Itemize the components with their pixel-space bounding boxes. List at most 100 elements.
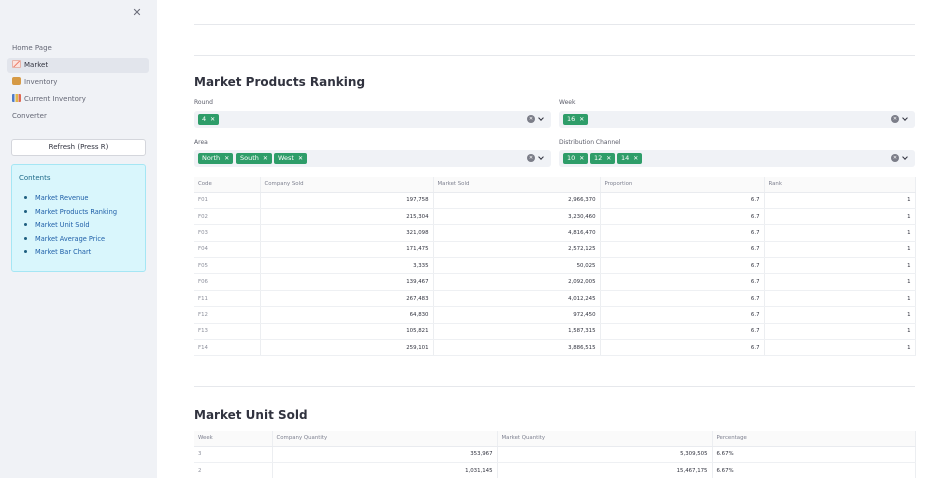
cell-market-sold: 1,587,315 xyxy=(433,323,601,341)
table-row[interactable]: F01 197,758 2,966,370 6.7 1 xyxy=(194,192,916,209)
sidebar-item-current-inventory[interactable]: Current Inventory xyxy=(7,92,149,107)
area-multiselect[interactable]: North ✕ South ✕ West ✕ ✕ xyxy=(194,150,551,167)
chip-label: 10 xyxy=(567,154,576,162)
table-row[interactable]: 2 1,031,145 15,467,175 6.67% xyxy=(194,462,916,478)
contents-title: Contents xyxy=(19,174,51,182)
table-row[interactable]: F04 171,475 2,572,125 6.7 1 xyxy=(194,241,916,259)
chip-channel-10[interactable]: 10 ✕ xyxy=(563,153,589,164)
cell-market-sold: 2,092,005 xyxy=(433,273,601,291)
cell-proportion: 6.7 xyxy=(600,224,765,242)
sidebar-item-market[interactable]: Market xyxy=(7,58,149,73)
cell-company-quantity: 1,031,145 xyxy=(272,462,498,478)
table-row[interactable]: F13 105,821 1,587,315 6.7 1 xyxy=(194,323,916,341)
clear-icon[interactable]: ✕ xyxy=(891,154,899,162)
clear-icon[interactable]: ✕ xyxy=(527,115,535,123)
column-header-percentage[interactable]: Percentage xyxy=(712,431,916,447)
cell-rank: 1 xyxy=(764,192,916,209)
sidebar-item-inventory[interactable]: Inventory xyxy=(7,75,149,90)
cell-market-sold: 50,025 xyxy=(433,257,601,275)
cell-company-sold: 321,098 xyxy=(260,224,434,242)
cell-market-sold: 3,230,460 xyxy=(433,208,601,226)
chevron-down-icon[interactable] xyxy=(538,115,546,124)
cell-market-sold: 2,572,125 xyxy=(433,241,601,259)
contents-link-market-average-price[interactable]: Market Average Price xyxy=(19,233,138,247)
cell-company-sold: 215,304 xyxy=(260,208,434,226)
remove-chip-icon[interactable]: ✕ xyxy=(606,155,612,162)
remove-chip-icon[interactable]: ✕ xyxy=(262,155,268,162)
chevron-down-icon[interactable] xyxy=(538,154,546,163)
table-row[interactable]: F05 3,335 50,025 6.7 1 xyxy=(194,257,916,275)
clear-icon[interactable]: ✕ xyxy=(891,115,899,123)
sidebar-item-home-page[interactable]: Home Page xyxy=(7,41,149,56)
contents-box: Contents Market Revenue Market Products … xyxy=(11,164,146,272)
column-header-company-quantity[interactable]: Company Quantity xyxy=(272,431,498,447)
contents-link-market-products-ranking[interactable]: Market Products Ranking xyxy=(19,206,138,220)
cell-company-sold: 139,467 xyxy=(260,273,434,291)
remove-chip-icon[interactable]: ✕ xyxy=(579,116,585,123)
chip-area-north[interactable]: North ✕ xyxy=(198,153,234,164)
close-sidebar-icon[interactable]: ✕ xyxy=(132,6,142,19)
chip-channel-12[interactable]: 12 ✕ xyxy=(590,153,616,164)
round-multiselect[interactable]: 4 ✕ ✕ xyxy=(194,111,551,128)
cell-proportion: 6.7 xyxy=(600,208,765,226)
cell-market-sold: 4,012,245 xyxy=(433,290,601,308)
week-multiselect[interactable]: 16 ✕ ✕ xyxy=(559,111,915,128)
cell-company-sold: 3,335 xyxy=(260,257,434,275)
table-row[interactable]: F11 267,483 4,012,245 6.7 1 xyxy=(194,290,916,308)
chip-label: 12 xyxy=(594,154,603,162)
cell-company-sold: 64,830 xyxy=(260,306,434,324)
chip-week-16[interactable]: 16 ✕ xyxy=(563,114,589,125)
column-header-market-sold[interactable]: Market Sold xyxy=(433,177,601,193)
column-header-week[interactable]: Week xyxy=(194,431,273,447)
chip-label: North xyxy=(202,154,221,162)
chevron-down-icon[interactable] xyxy=(902,154,910,163)
cell-market-quantity: 5,309,505 xyxy=(497,446,713,463)
unit-sold-table[interactable]: Week Company Quantity Market Quantity Pe… xyxy=(194,431,916,478)
column-header-rank[interactable]: Rank xyxy=(764,177,916,193)
divider xyxy=(194,24,915,25)
cell-rank: 1 xyxy=(764,323,916,341)
remove-chip-icon[interactable]: ✕ xyxy=(224,155,230,162)
cell-code: F06 xyxy=(194,273,261,291)
cell-code: F12 xyxy=(194,306,261,324)
chip-area-west[interactable]: West ✕ xyxy=(274,153,308,164)
divider xyxy=(194,386,915,387)
sidebar-item-converter[interactable]: Converter xyxy=(7,109,149,124)
chart-increasing-icon xyxy=(12,60,21,68)
cell-code: F04 xyxy=(194,241,261,259)
table-row[interactable]: F14 259,101 3,886,515 6.7 1 xyxy=(194,339,916,357)
table-row[interactable]: F12 64,830 972,450 6.7 1 xyxy=(194,306,916,324)
remove-chip-icon[interactable]: ✕ xyxy=(297,155,304,162)
refresh-button[interactable]: Refresh (Press R) xyxy=(11,139,146,156)
chip-area-south[interactable]: South ✕ xyxy=(236,153,272,164)
chip-channel-14[interactable]: 14 ✕ xyxy=(617,153,643,164)
remove-chip-icon[interactable]: ✕ xyxy=(579,155,585,162)
contents-link-market-unit-sold[interactable]: Market Unit Sold xyxy=(19,219,138,233)
cell-rank: 1 xyxy=(764,257,916,275)
column-header-company-sold[interactable]: Company Sold xyxy=(260,177,434,193)
column-header-market-quantity[interactable]: Market Quantity xyxy=(497,431,713,447)
table-row[interactable]: 3 353,967 5,309,505 6.67% xyxy=(194,446,916,463)
cell-rank: 1 xyxy=(764,290,916,308)
column-header-proportion[interactable]: Proportion xyxy=(600,177,765,193)
chip-round-4[interactable]: 4 ✕ xyxy=(198,114,220,125)
cell-company-sold: 171,475 xyxy=(260,241,434,259)
table-row[interactable]: F03 321,098 4,816,470 6.7 1 xyxy=(194,224,916,242)
chevron-down-icon[interactable] xyxy=(902,115,910,124)
cell-market-sold: 3,886,515 xyxy=(433,339,601,357)
cell-proportion: 6.7 xyxy=(600,273,765,291)
products-ranking-table[interactable]: Code Company Sold Market Sold Proportion… xyxy=(194,177,916,357)
contents-link-market-bar-chart[interactable]: Market Bar Chart xyxy=(19,246,138,260)
clear-icon[interactable]: ✕ xyxy=(527,154,535,162)
sidebar-item-label: Market xyxy=(24,61,49,69)
remove-chip-icon[interactable]: ✕ xyxy=(633,155,639,162)
chip-label: 4 xyxy=(202,115,207,123)
cell-company-sold: 105,821 xyxy=(260,323,434,341)
remove-chip-icon[interactable]: ✕ xyxy=(210,116,216,123)
distribution-channel-multiselect[interactable]: 10 ✕ 12 ✕ 14 ✕ ✕ xyxy=(559,150,915,167)
contents-link-market-revenue[interactable]: Market Revenue xyxy=(19,192,138,206)
table-row[interactable]: F02 215,304 3,230,460 6.7 1 xyxy=(194,208,916,226)
column-header-code[interactable]: Code xyxy=(194,177,261,193)
cell-code: F13 xyxy=(194,323,261,341)
table-row[interactable]: F06 139,467 2,092,005 6.7 1 xyxy=(194,273,916,291)
